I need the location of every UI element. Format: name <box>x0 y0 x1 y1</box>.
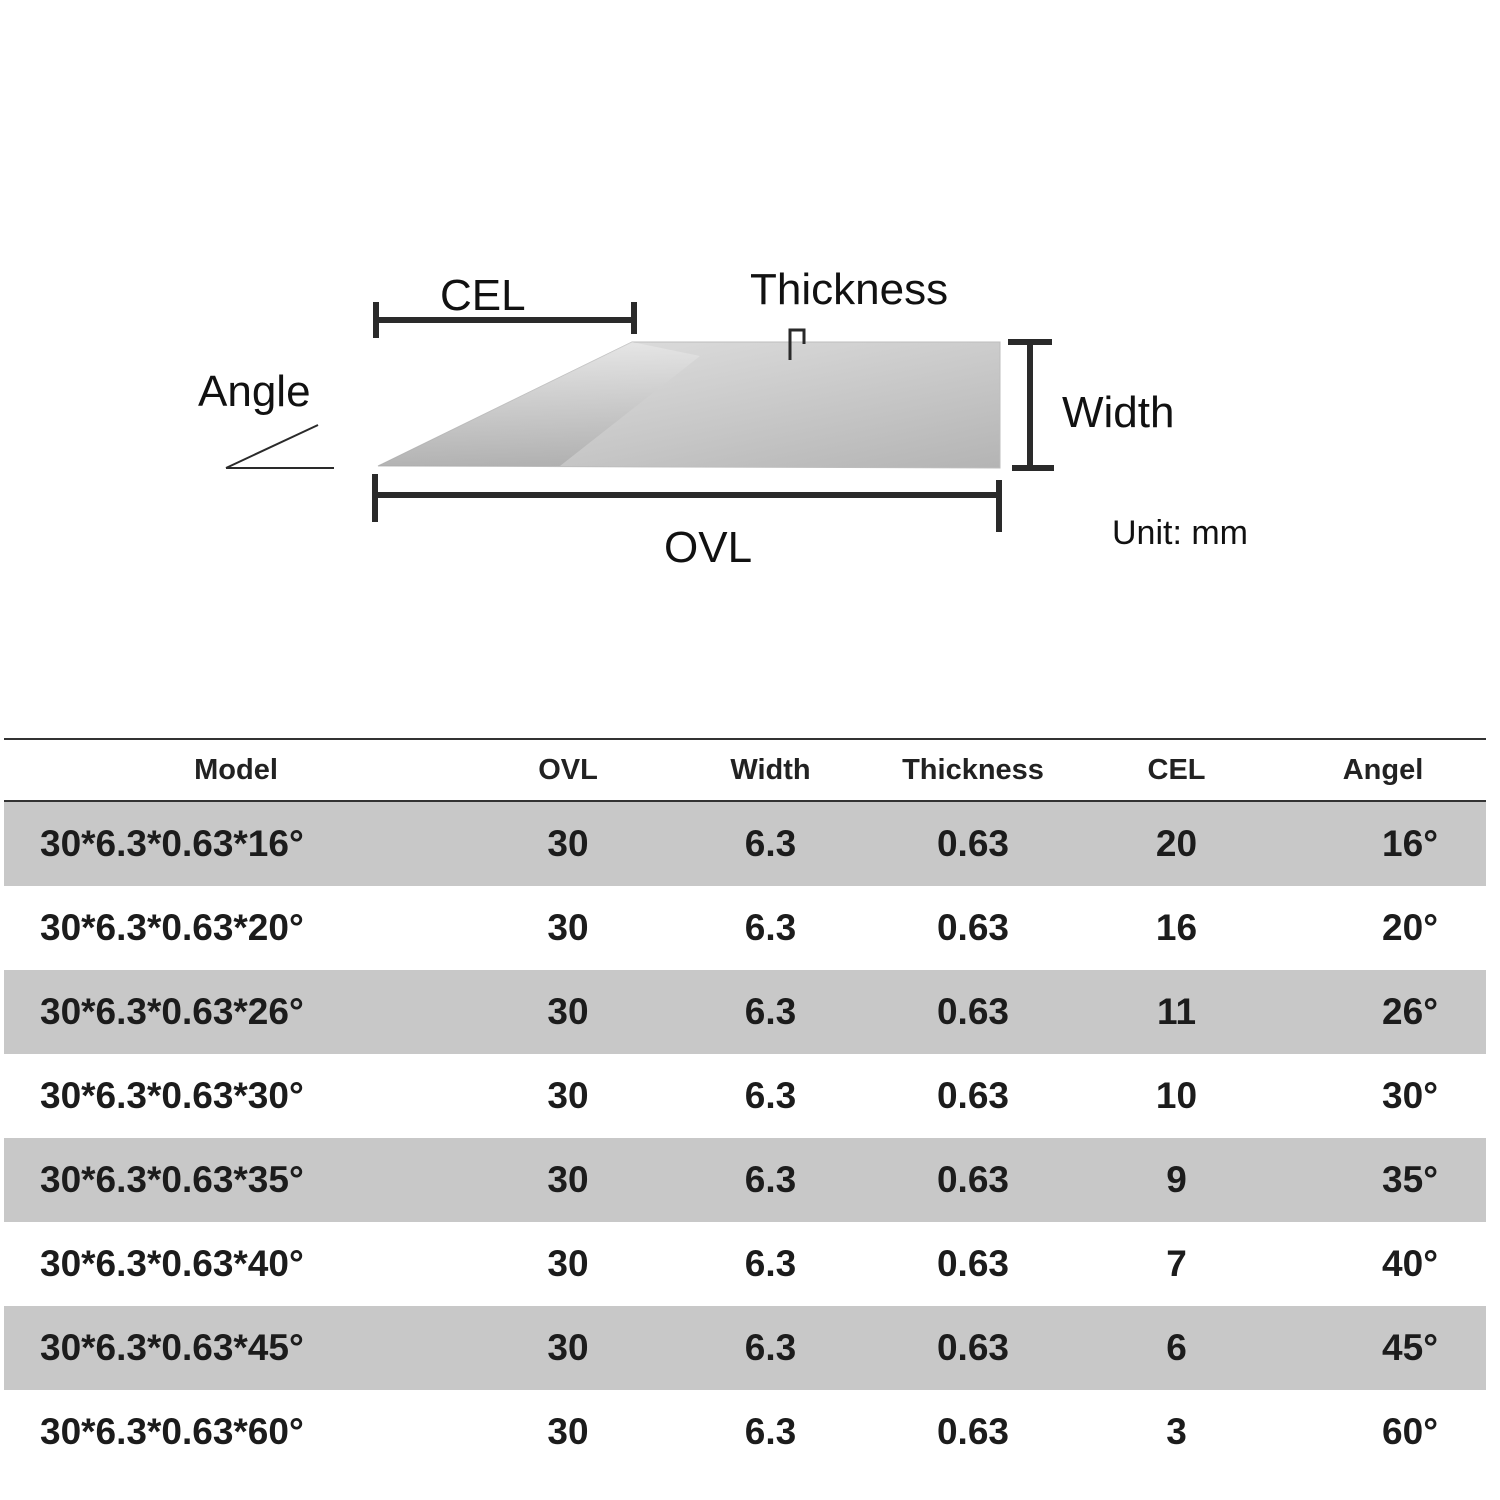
cell-ovl: 30 <box>547 1243 589 1284</box>
cell-thickness: 0.63 <box>873 801 1073 886</box>
header-width: Width <box>668 738 873 802</box>
cell-width: 6.3 <box>744 1411 797 1452</box>
cell-ovl: 30 <box>468 1138 668 1222</box>
table-row: 30*6.3*0.63*40° 30 6.3 0.63 7 40° <box>4 1222 1486 1306</box>
header-thickness: Thickness <box>873 738 1073 802</box>
cell-thickness: 0.63 <box>936 1243 1009 1284</box>
cell-model: 30*6.3*0.63*16° <box>4 801 468 886</box>
table-header-row: Model OVL Width Thickness CEL Angel <box>4 738 1486 802</box>
cell-cel: 10 <box>1155 1075 1198 1116</box>
cell-angle: 45° <box>1280 1306 1486 1390</box>
cell-model: 30*6.3*0.63*60° <box>40 1411 304 1452</box>
cell-model: 30*6.3*0.63*20° <box>40 907 304 948</box>
spec-table: Model OVL Width Thickness CEL Angel 30*6… <box>4 738 1486 1474</box>
cell-ovl: 30 <box>468 970 668 1054</box>
cell-angle: 40° <box>1382 1243 1438 1284</box>
header-ovl: OVL <box>468 738 668 802</box>
cell-ovl: 30 <box>547 1411 589 1452</box>
thickness-label: Thickness <box>750 265 949 314</box>
angle-label: Angle <box>198 367 311 416</box>
cell-model: 30*6.3*0.63*40° <box>40 1243 304 1284</box>
cell-ovl: 30 <box>547 907 589 948</box>
unit-label: Unit: mm <box>1112 514 1248 552</box>
angle-symbol <box>225 424 334 469</box>
cell-angle: 35° <box>1280 1138 1486 1222</box>
blade-bevel <box>378 342 700 466</box>
cell-width: 6.3 <box>744 1075 797 1116</box>
cell-ovl: 30 <box>468 1306 668 1390</box>
cell-ovl: 30 <box>547 1075 589 1116</box>
cell-cel: 11 <box>1073 970 1280 1054</box>
cell-cel: 20 <box>1073 801 1280 886</box>
table-row: 30*6.3*0.63*26° 30 6.3 0.63 11 26° <box>4 970 1486 1054</box>
cell-angle: 30° <box>1382 1075 1438 1116</box>
cel-label: CEL <box>440 271 526 320</box>
cell-model: 30*6.3*0.63*30° <box>40 1075 304 1116</box>
cell-cel: 7 <box>1166 1243 1187 1284</box>
header-angel: Angel <box>1280 738 1486 802</box>
cell-cel: 6 <box>1073 1306 1280 1390</box>
blade-diagram: CEL Thickness Angle Width OVL Unit: mm <box>0 0 1500 640</box>
cell-thickness: 0.63 <box>936 907 1009 948</box>
table-row: 30*6.3*0.63*45° 30 6.3 0.63 6 45° <box>4 1306 1486 1390</box>
header-model: Model <box>4 738 468 802</box>
cell-thickness: 0.63 <box>873 970 1073 1054</box>
cell-ovl: 30 <box>468 801 668 886</box>
cell-thickness: 0.63 <box>873 1138 1073 1222</box>
cell-angle: 20° <box>1382 907 1438 948</box>
ovl-dimension <box>372 474 1002 532</box>
cell-angle: 16° <box>1280 801 1486 886</box>
cell-model: 30*6.3*0.63*45° <box>4 1306 468 1390</box>
cell-angle: 26° <box>1280 970 1486 1054</box>
cell-angle: 60° <box>1382 1411 1438 1452</box>
width-dimension <box>1008 339 1054 471</box>
cell-model: 30*6.3*0.63*26° <box>4 970 468 1054</box>
cell-width: 6.3 <box>668 1138 873 1222</box>
cell-thickness: 0.63 <box>936 1411 1009 1452</box>
cell-width: 6.3 <box>668 1306 873 1390</box>
cell-cel: 16 <box>1155 907 1198 948</box>
cel-dimension <box>373 302 637 338</box>
cell-thickness: 0.63 <box>936 1075 1009 1116</box>
cell-cel: 3 <box>1166 1411 1187 1452</box>
ovl-label: OVL <box>664 523 753 572</box>
table-row: 30*6.3*0.63*30° 30 6.3 0.63 10 30° <box>4 1054 1486 1138</box>
cell-width: 6.3 <box>744 907 797 948</box>
width-label: Width <box>1062 388 1175 437</box>
cell-cel: 9 <box>1073 1138 1280 1222</box>
table-row: 30*6.3*0.63*60° 30 6.3 0.63 3 60° <box>4 1390 1486 1474</box>
table-row: 30*6.3*0.63*20° 30 6.3 0.63 16 20° <box>4 886 1486 970</box>
table-row: 30*6.3*0.63*16° 30 6.3 0.63 20 16° <box>4 801 1486 886</box>
blade-drawing <box>225 302 1054 532</box>
thickness-marker <box>788 328 806 360</box>
cell-model: 30*6.3*0.63*35° <box>4 1138 468 1222</box>
header-cel: CEL <box>1073 738 1280 802</box>
cell-width: 6.3 <box>668 801 873 886</box>
cell-width: 6.3 <box>668 970 873 1054</box>
table-row: 30*6.3*0.63*35° 30 6.3 0.63 9 35° <box>4 1138 1486 1222</box>
cell-width: 6.3 <box>744 1243 797 1284</box>
cell-thickness: 0.63 <box>873 1306 1073 1390</box>
